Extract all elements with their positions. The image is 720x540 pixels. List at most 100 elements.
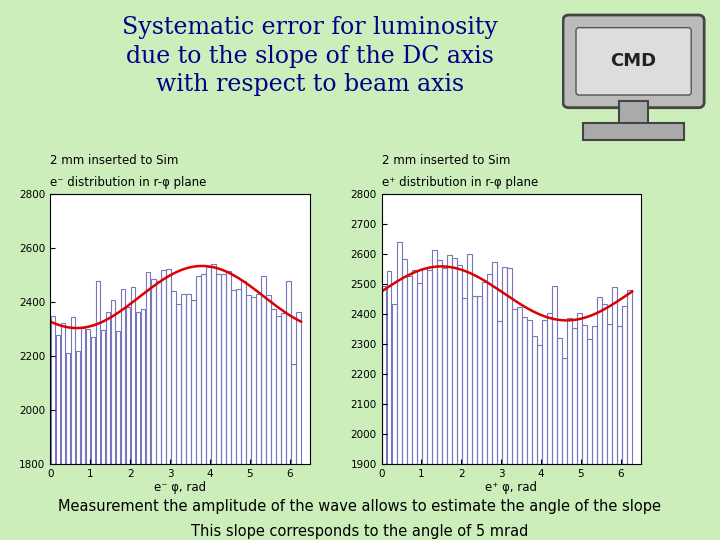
Bar bbox=[221, 274, 225, 464]
Bar bbox=[582, 325, 587, 464]
Bar bbox=[86, 329, 91, 464]
Bar bbox=[467, 254, 472, 464]
Text: This slope corresponds to the angle of 5 mrad: This slope corresponds to the angle of 5… bbox=[192, 524, 528, 539]
Bar bbox=[567, 318, 572, 464]
Bar bbox=[241, 281, 246, 464]
Bar bbox=[407, 276, 412, 464]
Bar bbox=[91, 338, 95, 464]
Bar bbox=[286, 281, 291, 464]
Bar bbox=[256, 294, 261, 464]
Bar bbox=[617, 326, 622, 464]
Bar bbox=[442, 268, 446, 464]
Bar bbox=[562, 358, 567, 464]
Bar bbox=[392, 304, 397, 464]
Bar bbox=[236, 288, 240, 464]
Text: CMD: CMD bbox=[611, 52, 657, 70]
Bar bbox=[627, 289, 632, 464]
Bar bbox=[477, 296, 482, 464]
Bar bbox=[101, 330, 105, 464]
Bar bbox=[557, 338, 562, 464]
Bar bbox=[201, 274, 206, 464]
Bar bbox=[60, 322, 66, 464]
Bar bbox=[542, 320, 547, 464]
Bar bbox=[140, 309, 145, 464]
Bar bbox=[397, 242, 402, 464]
Bar bbox=[206, 267, 211, 464]
Bar bbox=[602, 304, 607, 464]
Bar bbox=[116, 331, 120, 464]
Bar bbox=[166, 268, 171, 464]
Bar bbox=[181, 294, 186, 464]
Bar bbox=[271, 309, 276, 464]
Text: Systematic error for luminosity
due to the slope of the DC axis
with respect to : Systematic error for luminosity due to t… bbox=[122, 16, 498, 96]
Bar bbox=[96, 281, 100, 464]
Bar bbox=[482, 282, 487, 464]
Bar bbox=[527, 320, 532, 464]
Bar bbox=[592, 327, 597, 464]
X-axis label: e⁺ φ, rad: e⁺ φ, rad bbox=[485, 481, 537, 494]
Bar bbox=[150, 279, 156, 464]
FancyBboxPatch shape bbox=[563, 15, 704, 107]
Text: 2 mm inserted to Sim: 2 mm inserted to Sim bbox=[50, 154, 179, 167]
Bar bbox=[211, 264, 216, 464]
Bar bbox=[457, 265, 462, 464]
Bar bbox=[492, 261, 497, 464]
Bar bbox=[572, 328, 577, 464]
Bar bbox=[497, 321, 502, 464]
Bar bbox=[126, 307, 130, 464]
Bar bbox=[387, 271, 392, 464]
Text: Measurement the amplitude of the wave allows to estimate the angle of the slope: Measurement the amplitude of the wave al… bbox=[58, 500, 662, 515]
Bar bbox=[462, 298, 467, 464]
Bar bbox=[276, 316, 281, 464]
Bar bbox=[607, 323, 612, 464]
Bar bbox=[226, 272, 230, 464]
Bar bbox=[622, 306, 627, 464]
Bar bbox=[447, 255, 451, 464]
Bar bbox=[296, 312, 301, 464]
Bar bbox=[176, 304, 181, 464]
Bar bbox=[156, 281, 161, 464]
Bar bbox=[266, 295, 271, 464]
Bar bbox=[261, 276, 266, 464]
Bar bbox=[131, 287, 135, 464]
Bar bbox=[382, 286, 387, 464]
Bar bbox=[216, 274, 220, 464]
Bar bbox=[135, 312, 140, 464]
Bar bbox=[487, 274, 492, 464]
Bar bbox=[161, 270, 166, 464]
Bar bbox=[597, 298, 602, 464]
Bar bbox=[417, 284, 422, 464]
Bar bbox=[111, 300, 115, 464]
Bar bbox=[121, 289, 125, 464]
Bar bbox=[577, 313, 582, 464]
Bar bbox=[452, 258, 456, 464]
Bar bbox=[588, 339, 592, 464]
Bar bbox=[427, 270, 431, 464]
Bar bbox=[186, 294, 191, 464]
Bar bbox=[281, 313, 286, 464]
Bar bbox=[612, 287, 617, 464]
Text: 2 mm inserted to Sim: 2 mm inserted to Sim bbox=[382, 154, 510, 167]
Bar bbox=[106, 312, 110, 464]
Bar bbox=[50, 316, 55, 464]
Bar bbox=[472, 296, 477, 464]
Bar bbox=[246, 295, 251, 464]
Text: e⁻ distribution in r-φ plane: e⁻ distribution in r-φ plane bbox=[50, 176, 207, 189]
X-axis label: e⁻ φ, rad: e⁻ φ, rad bbox=[154, 481, 206, 494]
Bar bbox=[432, 250, 436, 464]
Text: e⁺ distribution in r-φ plane: e⁺ distribution in r-φ plane bbox=[382, 176, 538, 189]
Bar bbox=[547, 313, 552, 464]
Bar bbox=[502, 267, 507, 464]
Bar bbox=[71, 317, 76, 464]
Bar bbox=[402, 259, 407, 464]
Bar bbox=[532, 336, 537, 464]
Bar bbox=[251, 297, 256, 464]
Bar bbox=[552, 286, 557, 464]
Bar bbox=[619, 100, 648, 126]
Bar bbox=[191, 300, 196, 464]
Bar bbox=[422, 268, 426, 464]
Bar bbox=[583, 123, 684, 140]
Bar bbox=[412, 269, 417, 464]
Bar bbox=[76, 351, 81, 464]
Bar bbox=[66, 353, 71, 464]
